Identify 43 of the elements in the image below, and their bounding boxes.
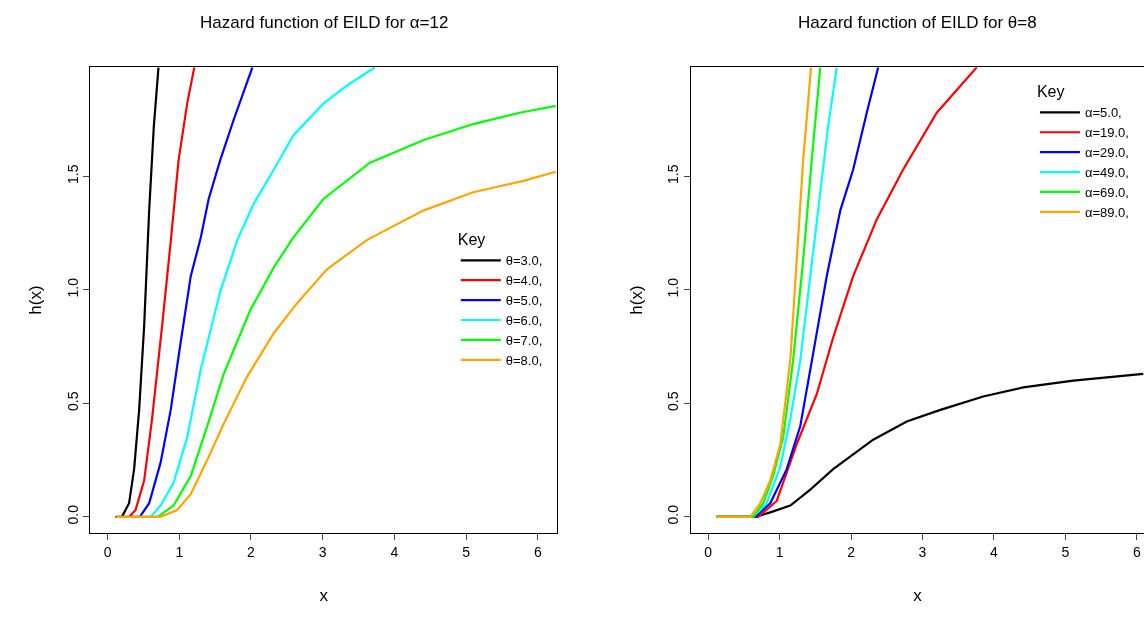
chart-title: Hazard function of EILD for α=12: [200, 13, 449, 32]
y-tick-label: 1.0: [64, 277, 81, 298]
x-tick-label: 4: [390, 543, 399, 560]
legend-label: θ=3.0,: [505, 253, 543, 269]
x-tick-label: 1: [175, 543, 184, 560]
y-tick-label: 1.0: [665, 277, 682, 298]
legend-label: θ=6.0,: [505, 313, 543, 329]
y-axis-title: h(x): [26, 285, 46, 315]
y-tick-label: 0.0: [665, 504, 682, 525]
y-axis-title: h(x): [626, 285, 646, 315]
chart-title: Hazard function of EILD for θ=8: [798, 13, 1037, 32]
y-tick-label: 0.5: [665, 391, 682, 411]
legend-label: θ=4.0,: [505, 273, 543, 289]
x-tick-label: 5: [1061, 543, 1070, 560]
x-tick-label: 0: [704, 543, 713, 560]
legend-label: α=19.0,: [1084, 125, 1129, 141]
legend-label: θ=5.0,: [505, 293, 543, 309]
line-series: [115, 170, 557, 518]
legend-label: α=49.0,: [1084, 165, 1129, 181]
y-tick-label: 1.5: [665, 164, 682, 184]
x-tick-label: 3: [318, 543, 327, 560]
legend-title: Key: [457, 231, 486, 249]
legend-label: θ=8.0,: [505, 352, 543, 368]
x-tick-label: 2: [847, 543, 856, 560]
x-tick-label: 6: [533, 543, 542, 560]
legend-title: Key: [1036, 83, 1065, 101]
y-tick-label: 0.5: [64, 391, 81, 411]
x-tick-label: 2: [247, 543, 256, 560]
legend-label: α=29.0,: [1084, 145, 1129, 161]
x-tick-label: 6: [1132, 543, 1141, 560]
x-axis-title: x: [913, 585, 923, 605]
legend-label: α=89.0,: [1084, 204, 1129, 220]
y-tick-label: 1.5: [64, 164, 81, 184]
x-tick-label: 5: [462, 543, 471, 560]
x-axis-title: x: [319, 585, 329, 605]
x-tick-label: 0: [103, 543, 112, 560]
legend-label: α=69.0,: [1084, 185, 1129, 201]
x-tick-label: 3: [918, 543, 927, 560]
y-tick-label: 0.0: [64, 504, 81, 525]
legend-label: α=5.0,: [1084, 105, 1122, 121]
x-tick-label: 4: [990, 543, 999, 560]
legend-label: θ=7.0,: [505, 332, 543, 348]
x-tick-label: 1: [775, 543, 784, 560]
